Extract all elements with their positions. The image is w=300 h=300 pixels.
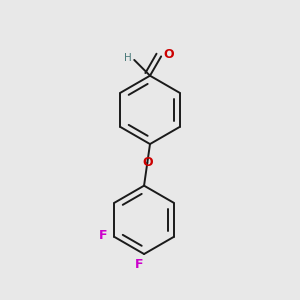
Text: F: F [99, 229, 107, 242]
Text: O: O [142, 156, 153, 169]
Text: O: O [163, 47, 174, 61]
Text: F: F [135, 258, 144, 271]
Text: H: H [124, 53, 132, 63]
